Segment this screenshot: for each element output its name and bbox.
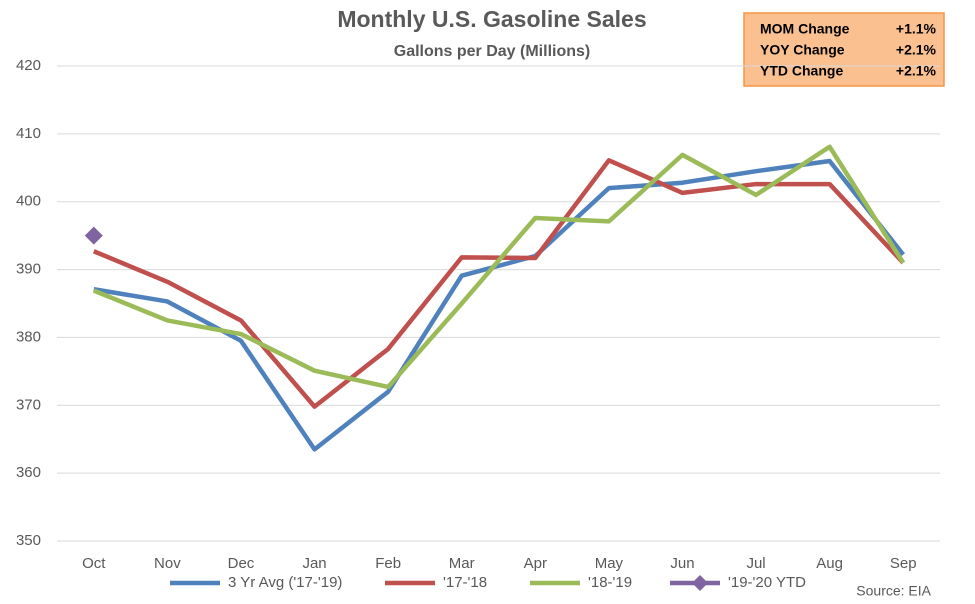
- x-tick-label: Dec: [228, 555, 255, 572]
- data-point: [84, 226, 103, 245]
- series-line: [92, 144, 906, 390]
- x-tick-label: Sep: [890, 555, 917, 572]
- summary-label: YOY Change: [760, 42, 845, 58]
- source: Source: EIA: [856, 583, 931, 599]
- y-tick-label: 370: [16, 396, 41, 413]
- legend-label: '19-'20 YTD: [728, 574, 806, 591]
- x-tick-label: Nov: [154, 555, 181, 572]
- x-tick-label: Jan: [302, 555, 326, 572]
- y-tick-label: 390: [16, 261, 41, 278]
- x-tick-label: Jul: [746, 555, 765, 572]
- summary-value: +2.1%: [896, 63, 937, 79]
- legend-label: 3 Yr Avg ('17-'19): [228, 574, 342, 591]
- x-tick-label: Jun: [670, 555, 694, 572]
- chart-subtitle: Gallons per Day (Millions): [394, 43, 590, 60]
- summary-label: MOM Change: [760, 21, 850, 37]
- y-tick-label: 420: [16, 57, 41, 74]
- summary-value: +1.1%: [896, 21, 937, 37]
- x-tick-label: May: [595, 555, 624, 572]
- x-tick-label: Feb: [375, 555, 401, 572]
- chart-title: Monthly U.S. Gasoline Sales: [337, 6, 646, 32]
- y-tick-label: 380: [16, 328, 41, 345]
- x-tick-label: Oct: [82, 555, 106, 572]
- summary-label: YTD Change: [760, 63, 843, 79]
- x-tick-label: Mar: [449, 555, 475, 572]
- x-tick-label: Apr: [524, 555, 547, 572]
- series-line: [93, 158, 905, 452]
- y-tick-label: 400: [16, 193, 41, 210]
- x-tick-label: Aug: [816, 555, 843, 572]
- summary-value: +2.1%: [896, 42, 937, 58]
- summary-box: [743, 12, 945, 87]
- legend-label: '17-'18: [443, 574, 487, 591]
- legend-marker: [692, 575, 708, 591]
- y-tick-label: 410: [16, 125, 41, 142]
- y-tick-label: 360: [16, 464, 41, 481]
- y-tick-label: 350: [16, 532, 41, 549]
- legend-label: '18-'19: [588, 574, 632, 591]
